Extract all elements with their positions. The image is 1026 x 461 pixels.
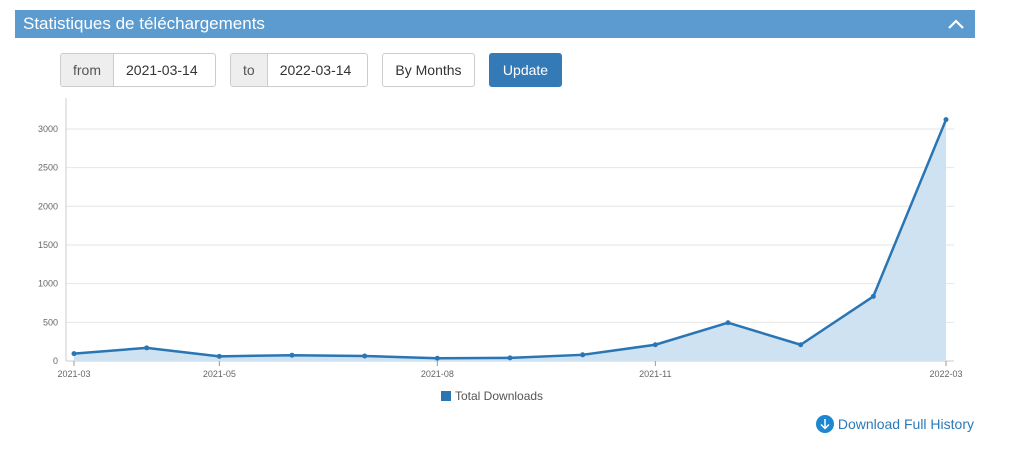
series-area-total-downloads	[74, 119, 946, 362]
data-point	[798, 342, 804, 348]
to-label: to	[231, 54, 268, 86]
download-arrow-icon	[815, 415, 834, 433]
y-tick-label: 3000	[38, 124, 58, 134]
y-tick-label: 1000	[38, 279, 58, 289]
download-link-label: Download Full History	[837, 416, 974, 432]
data-point	[71, 351, 77, 357]
chevron-up-icon[interactable]	[945, 13, 967, 35]
x-tick-label: 2021-11	[639, 369, 671, 379]
x-tick-label: 2021-05	[203, 369, 236, 379]
legend-swatch	[441, 391, 451, 401]
data-point	[507, 355, 513, 361]
data-point	[289, 352, 295, 358]
downloads-chart: 0 500 1000 1500 2000 2500 3000 2021-03 2021-05 20…	[0, 90, 1026, 410]
data-point	[870, 293, 876, 299]
data-point	[362, 353, 368, 359]
y-tick-label: 0	[53, 356, 58, 366]
update-button[interactable]: Update	[489, 53, 562, 87]
x-tick-label: 2021-08	[421, 369, 454, 379]
data-point	[216, 353, 222, 359]
y-tick-label: 500	[43, 317, 58, 327]
data-point	[144, 345, 150, 351]
data-point	[580, 352, 586, 358]
to-date-group: to	[230, 53, 368, 87]
panel-title: Statistiques de téléchargements	[23, 14, 265, 33]
legend-label: Total Downloads	[455, 389, 544, 403]
y-tick-label: 1500	[38, 240, 58, 250]
to-date-input[interactable]	[267, 54, 366, 86]
x-tick-label: 2021-03	[57, 369, 90, 379]
chart-legend[interactable]: Total Downloads	[441, 389, 543, 403]
y-tick-label: 2000	[38, 201, 58, 211]
y-tick-label: 2500	[38, 163, 58, 173]
data-point	[943, 117, 949, 123]
period-select-button[interactable]: By Months	[382, 53, 475, 87]
x-tick-label: 2022-03	[929, 369, 962, 379]
downloads-chart-svg: 0 500 1000 1500 2000 2500 3000 2021-03 2021-05 20…	[38, 98, 963, 379]
from-label: from	[61, 54, 114, 86]
data-point	[652, 342, 658, 348]
from-date-group: from	[60, 53, 216, 87]
data-point	[434, 355, 440, 361]
data-point	[725, 320, 731, 326]
from-date-input[interactable]	[114, 54, 212, 86]
download-full-history-link[interactable]: Download Full History	[815, 415, 974, 433]
panel-header: Statistiques de téléchargements	[15, 10, 975, 38]
